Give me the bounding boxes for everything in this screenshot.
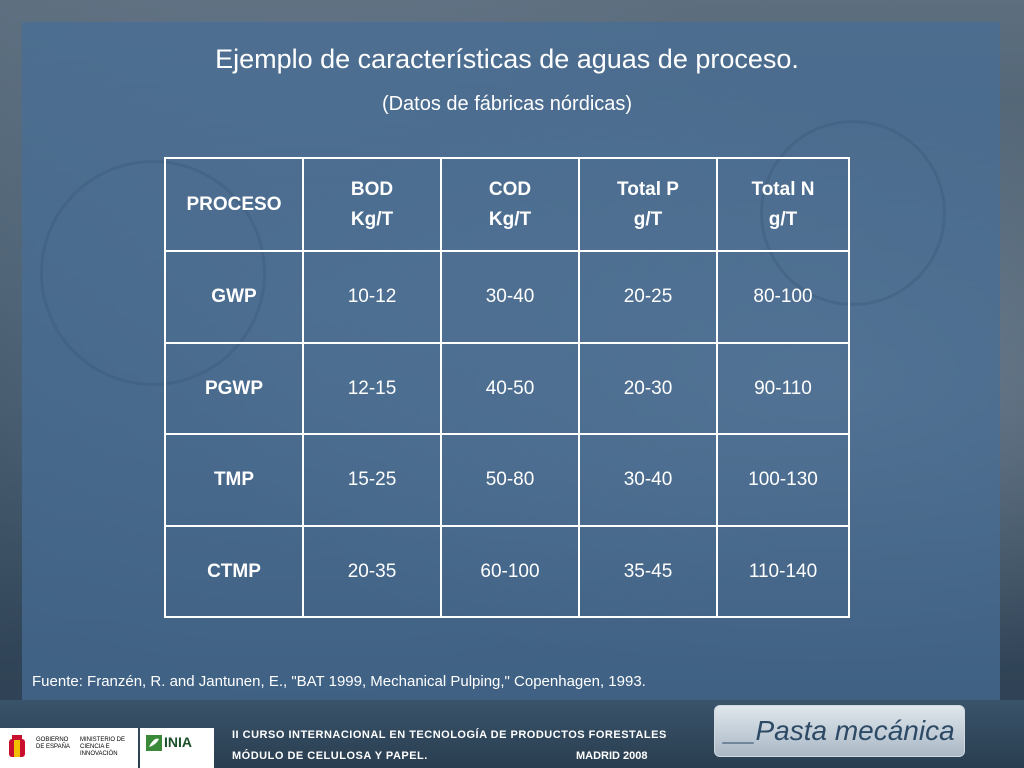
cell-total-p: 20-25 [578, 250, 718, 344]
government-logo: GOBIERNO DE ESPAÑA MINISTERIO DE CIENCIA… [0, 728, 138, 768]
cell-cod: 50-80 [440, 433, 580, 527]
slide-subtitle: (Datos de fábricas nórdicas) [381, 93, 633, 115]
cell-proceso: GWP [164, 250, 304, 344]
table-row: GWP 10-12 30-40 20-25 80-100 [164, 250, 850, 344]
cell-bod: 20-35 [302, 524, 442, 619]
header-unit: Kg/T [488, 208, 532, 230]
table-header-row: PROCESO BOD Kg/T COD Kg/T Total P g/T To… [164, 156, 850, 253]
course-module: MÓDULO DE CELULOSA Y PAPEL. [232, 750, 428, 762]
cell-bod: 15-25 [302, 433, 442, 527]
header-unit: Kg/T [350, 208, 394, 230]
ministry-text: MINISTERIO DE CIENCIA E INNOVACIÓN [80, 737, 126, 757]
header-unit: g/T [768, 208, 798, 230]
cell-total-n: 110-140 [716, 524, 850, 619]
header-cod: COD Kg/T [440, 156, 580, 253]
process-water-table: PROCESO BOD Kg/T COD Kg/T Total P g/T To… [164, 156, 850, 619]
cell-cod: 60-100 [440, 524, 580, 619]
section-pasta-mecanica-button[interactable]: __Pasta mecánica [714, 705, 965, 757]
cell-cod: 30-40 [440, 250, 580, 344]
cell-total-p: 30-40 [578, 433, 718, 527]
cell-bod: 12-15 [302, 341, 442, 436]
header-label: Total P [617, 179, 679, 201]
header-proceso: PROCESO [164, 156, 304, 253]
header-label: PROCESO [186, 193, 282, 215]
course-date: MADRID 2008 [576, 750, 648, 762]
course-title: II CURSO INTERNACIONAL EN TECNOLOGÍA DE … [232, 729, 667, 741]
header-total-n: Total N g/T [716, 156, 850, 253]
inia-label: INIA [164, 734, 192, 750]
cell-proceso: TMP [164, 433, 304, 527]
source-citation: Fuente: Franzén, R. and Jantunen, E., "B… [32, 673, 646, 690]
table-row: PGWP 12-15 40-50 20-30 90-110 [164, 341, 850, 436]
cell-total-n: 90-110 [716, 341, 850, 436]
inia-logo: INIA [140, 728, 214, 768]
cell-total-p: 35-45 [578, 524, 718, 619]
header-unit: g/T [633, 208, 663, 230]
inia-leaf-icon [146, 735, 162, 751]
cell-total-p: 20-30 [578, 341, 718, 436]
header-total-p: Total P g/T [578, 156, 718, 253]
slide-title: Ejemplo de características de aguas de p… [215, 44, 799, 74]
cell-proceso: PGWP [164, 341, 304, 436]
table-row: CTMP 20-35 60-100 35-45 110-140 [164, 524, 850, 619]
cell-total-n: 100-130 [716, 433, 850, 527]
cell-total-n: 80-100 [716, 250, 850, 344]
cell-cod: 40-50 [440, 341, 580, 436]
header-bod: BOD Kg/T [302, 156, 442, 253]
header-label: BOD [350, 179, 394, 201]
header-label: Total N [751, 179, 815, 201]
government-text: GOBIERNO DE ESPAÑA [36, 737, 70, 750]
cell-proceso: CTMP [164, 524, 304, 619]
cell-bod: 10-12 [302, 250, 442, 344]
coat-of-arms-icon [9, 735, 25, 757]
header-label: COD [488, 179, 532, 201]
table-row: TMP 15-25 50-80 30-40 100-130 [164, 433, 850, 527]
